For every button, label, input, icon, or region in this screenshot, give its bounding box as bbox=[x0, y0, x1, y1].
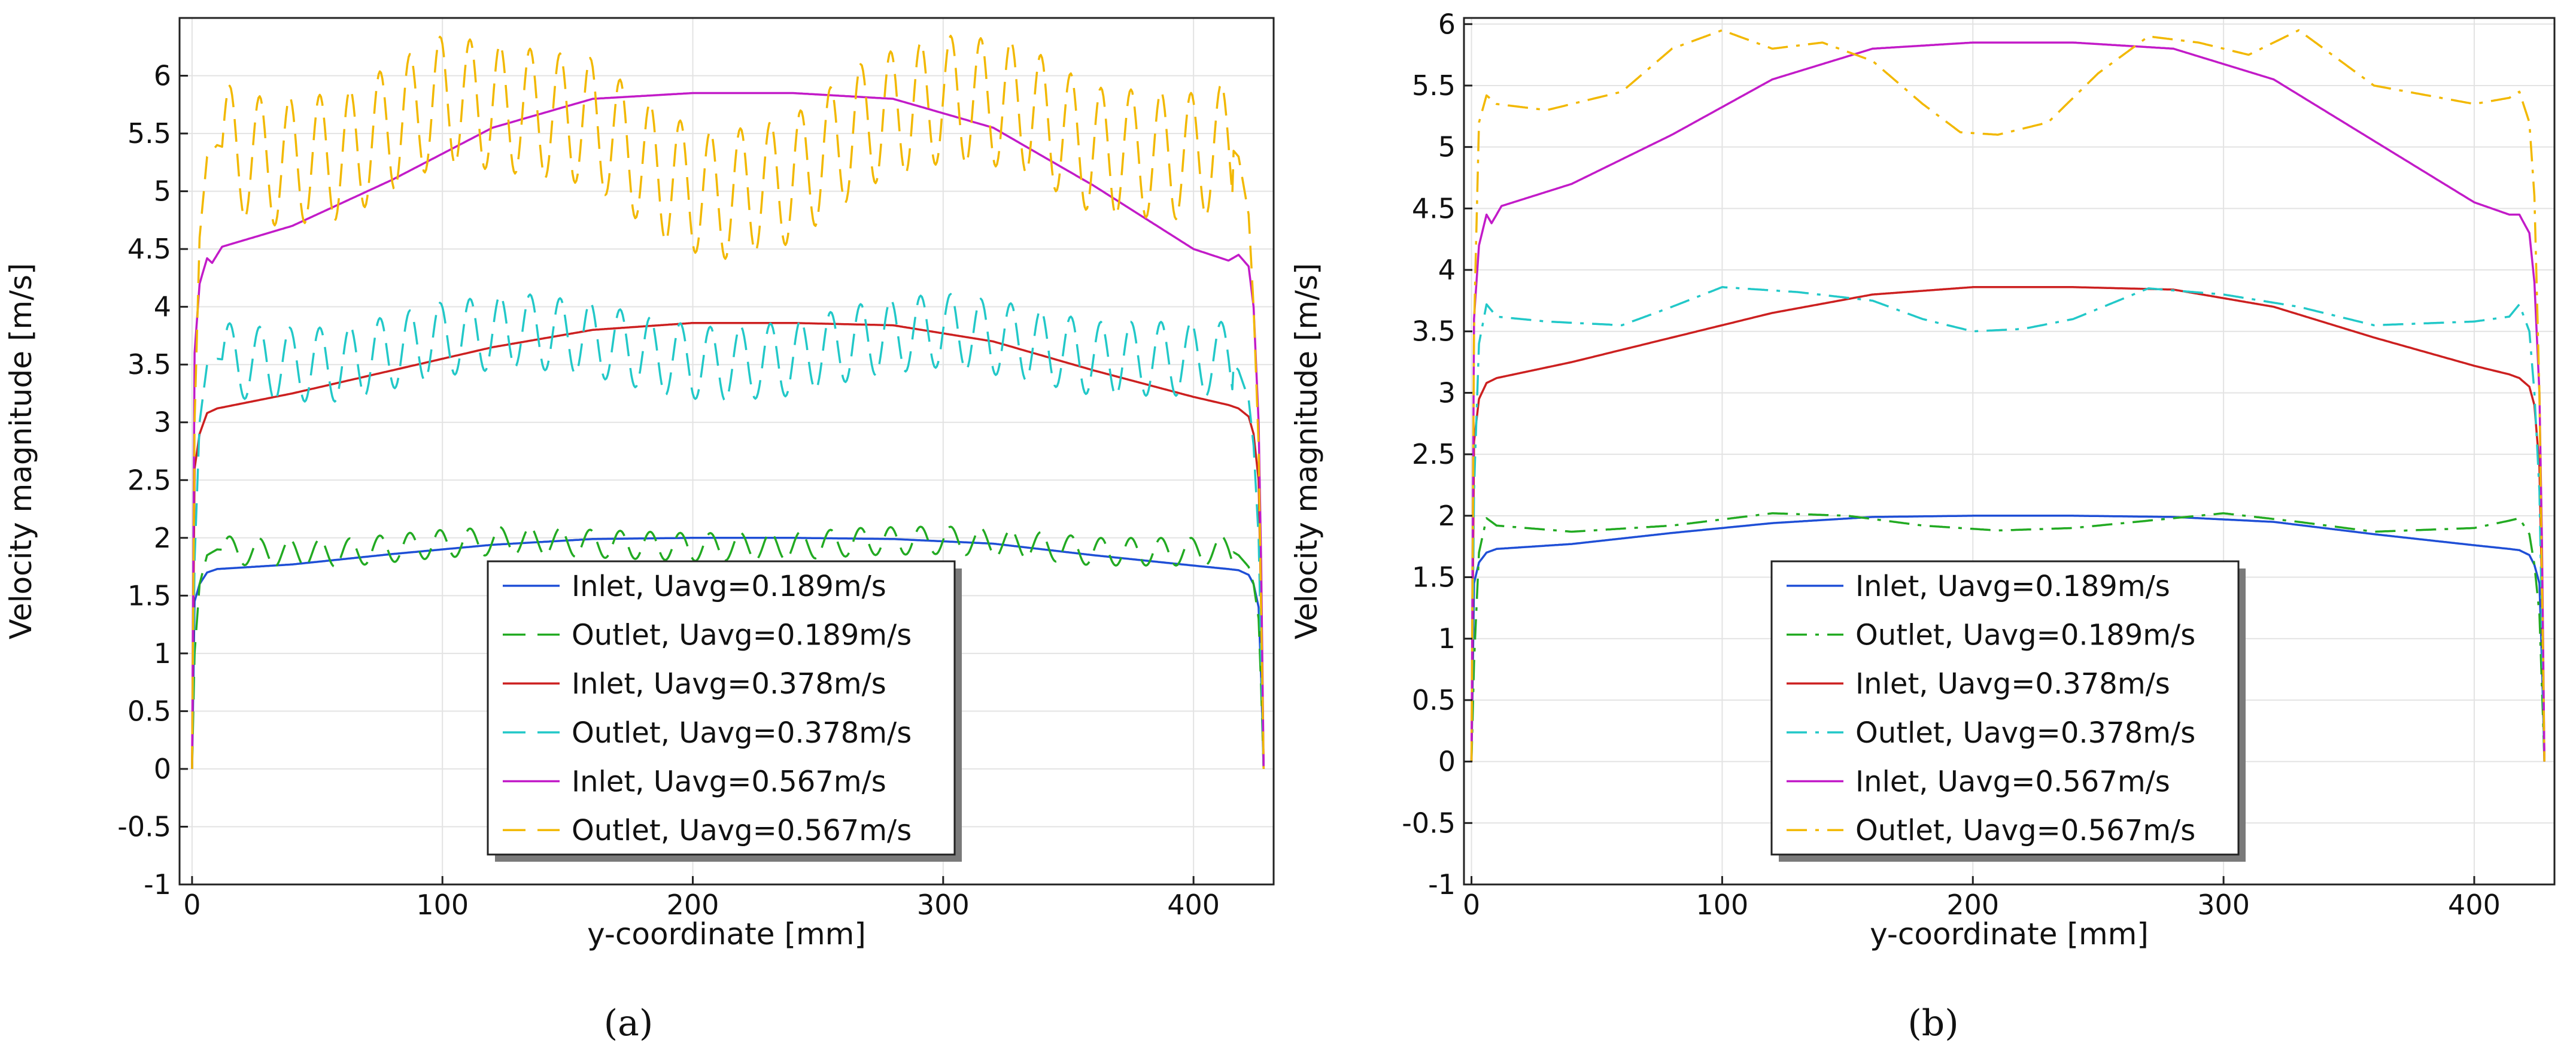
legend-label-2: Outlet, Uavg=0.189m/s bbox=[1855, 619, 2195, 652]
y-tick-label: -0.5 bbox=[117, 810, 171, 843]
y-tick-label: 0 bbox=[1438, 746, 1456, 778]
y-tick-label: -1 bbox=[144, 868, 171, 901]
y-tick-label: 2 bbox=[1438, 500, 1456, 532]
y-tick-label: 1.5 bbox=[1412, 561, 1456, 594]
y-tick-label: 4.5 bbox=[127, 233, 171, 265]
legend-label-5: Inlet, Uavg=0.567m/s bbox=[572, 765, 886, 799]
series-line-1 bbox=[1470, 515, 2545, 762]
panel-label: (b) bbox=[1907, 1002, 1958, 1044]
series-line-1 bbox=[191, 537, 1265, 769]
y-tick-label: 0.5 bbox=[1412, 684, 1456, 716]
series-line-3 bbox=[1470, 286, 2545, 762]
y-tick-label: 2.5 bbox=[127, 464, 171, 496]
y-tick-label: 2 bbox=[154, 522, 171, 554]
y-tick-label: 1.5 bbox=[127, 579, 171, 612]
chart-panel-b: -1 -0.5 0 0.5 1 1.5 2 2.5 3 3.5 4 4.5 5 5.5 6 0 100 200 30… bbox=[1289, 8, 2556, 1044]
x-tick-label: 400 bbox=[1167, 889, 1220, 921]
panel-label: (a) bbox=[604, 1002, 654, 1044]
y-tick-label: -0.5 bbox=[1402, 807, 1456, 839]
legend-label-3: Inlet, Uavg=0.378m/s bbox=[1855, 667, 2170, 701]
legend: Inlet, Uavg=0.189m/s Outlet, Uavg=0.189m/… bbox=[1770, 560, 2246, 862]
y-tick-label: 4.5 bbox=[1412, 192, 1456, 224]
legend-label-3: Inlet, Uavg=0.378m/s bbox=[572, 667, 886, 701]
x-tick-label: 300 bbox=[2197, 889, 2250, 921]
y-tick-label: 5.5 bbox=[127, 117, 171, 150]
x-tick-label: 0 bbox=[183, 889, 201, 921]
legend-label-6: Outlet, Uavg=0.567m/s bbox=[572, 814, 912, 847]
y-axis-label: Velocity magnitude [m/s] bbox=[4, 263, 38, 639]
x-tick-label: 0 bbox=[1463, 889, 1480, 921]
y-tick-label: 0.5 bbox=[127, 695, 171, 727]
y-tick-label: 5 bbox=[154, 175, 171, 208]
legend-label-2: Outlet, Uavg=0.189m/s bbox=[572, 619, 912, 652]
y-tick-label: 3.5 bbox=[1412, 315, 1456, 348]
y-tick-label: 3 bbox=[154, 406, 171, 439]
x-tick-label: 200 bbox=[667, 889, 719, 921]
series-line-6 bbox=[1470, 29, 2545, 762]
y-tick-label: 5 bbox=[1438, 131, 1456, 163]
y-tick-label: 4 bbox=[1438, 254, 1456, 286]
series-line-5 bbox=[1470, 41, 2545, 762]
x-tick-label: 400 bbox=[2448, 889, 2501, 921]
x-axis-label: y-coordinate [mm] bbox=[587, 917, 866, 951]
series-group bbox=[191, 35, 1265, 769]
series-line-6 bbox=[191, 35, 1265, 769]
plot-frame bbox=[178, 17, 1275, 886]
x-axis-label: y-coordinate [mm] bbox=[1870, 917, 2149, 951]
y-tick-label: 6 bbox=[154, 60, 171, 92]
legend-label-6: Outlet, Uavg=0.567m/s bbox=[1855, 814, 2195, 847]
x-tick-label: 200 bbox=[1946, 889, 1999, 921]
chart-panel-a: -1 -0.5 0 0.5 1 1.5 2 2.5 3 3.5 4 4.5 5 5.5 6 0 100 200 30… bbox=[4, 17, 1275, 1044]
plot-frame bbox=[1463, 17, 2556, 886]
legend-label-1: Inlet, Uavg=0.189m/s bbox=[572, 570, 886, 603]
y-tick-label: 1 bbox=[1438, 622, 1456, 655]
x-tick-label: 100 bbox=[416, 889, 469, 921]
y-axis-label: Velocity magnitude [m/s] bbox=[1289, 263, 1324, 639]
y-tick-label: 2.5 bbox=[1412, 438, 1456, 470]
y-tick-label: 5.5 bbox=[1412, 69, 1456, 102]
legend-label-4: Outlet, Uavg=0.378m/s bbox=[1855, 716, 2195, 750]
series-line-5 bbox=[191, 92, 1265, 769]
y-tick-label: 4 bbox=[154, 291, 171, 323]
y-tick-label: -1 bbox=[1428, 868, 1456, 901]
y-tick-label: 3.5 bbox=[127, 348, 171, 381]
y-tick-label: 1 bbox=[154, 637, 171, 670]
legend-label-4: Outlet, Uavg=0.378m/s bbox=[572, 716, 912, 750]
series-line-2 bbox=[191, 525, 1265, 769]
legend-label-5: Inlet, Uavg=0.567m/s bbox=[1855, 765, 2170, 799]
series-group bbox=[1470, 29, 2545, 762]
x-tick-label: 300 bbox=[917, 889, 970, 921]
y-tick-label: 3 bbox=[1438, 376, 1456, 409]
series-line-2 bbox=[1470, 512, 2545, 762]
legend-box bbox=[487, 560, 956, 856]
legend-label-1: Inlet, Uavg=0.189m/s bbox=[1855, 570, 2170, 603]
y-tick-label: 6 bbox=[1438, 8, 1456, 40]
x-tick-label: 100 bbox=[1696, 889, 1749, 921]
series-line-4 bbox=[191, 293, 1265, 769]
y-tick-label: 0 bbox=[154, 753, 171, 785]
series-line-4 bbox=[1470, 286, 2545, 762]
legend: Inlet, Uavg=0.189m/s Outlet, Uavg=0.189m/… bbox=[487, 560, 962, 862]
legend-box bbox=[1770, 560, 2240, 856]
